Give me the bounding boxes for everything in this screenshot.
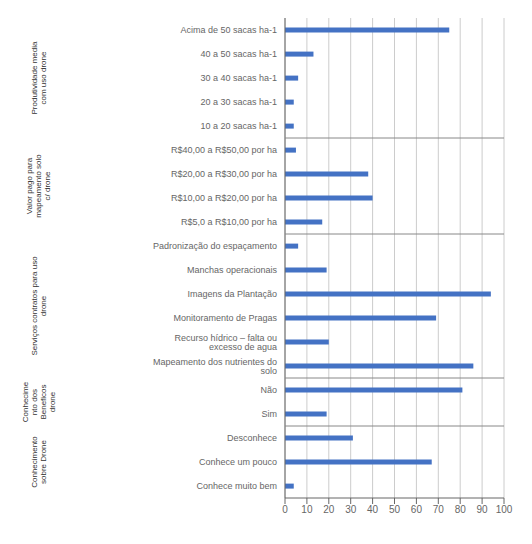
svg-text:60: 60 [411,504,423,515]
svg-text:90: 90 [477,504,489,515]
svg-text:30: 30 [345,504,357,515]
svg-text:10 a 20 sacas ha-1: 10 a 20 sacas ha-1 [200,121,277,131]
svg-text:Conhece um pouco: Conhece um pouco [199,457,277,467]
svg-text:80: 80 [455,504,467,515]
svg-text:Sim: Sim [262,409,278,419]
svg-text:70: 70 [433,504,445,515]
svg-text:Produtividade mediacom uso dro: Produtividade mediacom uso drone [30,41,48,114]
svg-text:Acima de 50 sacas ha-1: Acima de 50 sacas ha-1 [180,25,277,35]
svg-text:10: 10 [301,504,313,515]
svg-text:R$10,00 a R$20,00 por ha: R$10,00 a R$20,00 por ha [171,193,277,203]
svg-text:0: 0 [282,504,288,515]
svg-text:Padronização do espaçamento: Padronização do espaçamento [153,241,277,251]
svg-text:R$20,00 a R$30,00 por ha: R$20,00 a R$30,00 por ha [171,169,277,179]
svg-text:Conhecimento dosBeneficosdrone: Conhecimento dosBeneficosdrone [21,381,57,422]
svg-text:R$5,0 a R$10,00 por ha: R$5,0 a R$10,00 por ha [181,217,277,227]
svg-text:Desconhece: Desconhece [227,433,277,443]
svg-text:20: 20 [323,504,335,515]
svg-text:100: 100 [496,504,513,515]
svg-text:Manchas operacionais: Manchas operacionais [187,265,278,275]
svg-text:Mapeamento dos nutrientes doso: Mapeamento dos nutrientes dosolo [153,357,277,376]
svg-text:Imagens da Plantação: Imagens da Plantação [187,289,277,299]
svg-text:Valor pago paramapeamento solo: Valor pago paramapeamento soloc/ drone [25,154,52,218]
svg-text:20 a 30 sacas ha-1: 20 a 30 sacas ha-1 [200,97,277,107]
svg-text:50: 50 [389,504,401,515]
svg-text:40: 40 [367,504,379,515]
svg-text:40 a 50 sacas ha-1: 40 a 50 sacas ha-1 [200,49,277,59]
svg-text:Monitoramento de Pragas: Monitoramento de Pragas [173,313,277,323]
svg-text:Conhece muito bem: Conhece muito bem [196,481,277,491]
svg-text:Serviços contratos para usodro: Serviços contratos para usodrone [30,256,48,356]
svg-text:Recurso hídrico – falta ouexce: Recurso hídrico – falta ouexcesso de agu… [174,333,277,352]
svg-text:R$40,00 a R$50,00 por ha: R$40,00 a R$50,00 por ha [171,145,277,155]
svg-text:30 a 40 sacas ha-1: 30 a 40 sacas ha-1 [200,73,277,83]
svg-text:Conhecimentosobre Drone: Conhecimentosobre Drone [30,436,48,488]
svg-text:Não: Não [260,385,277,395]
